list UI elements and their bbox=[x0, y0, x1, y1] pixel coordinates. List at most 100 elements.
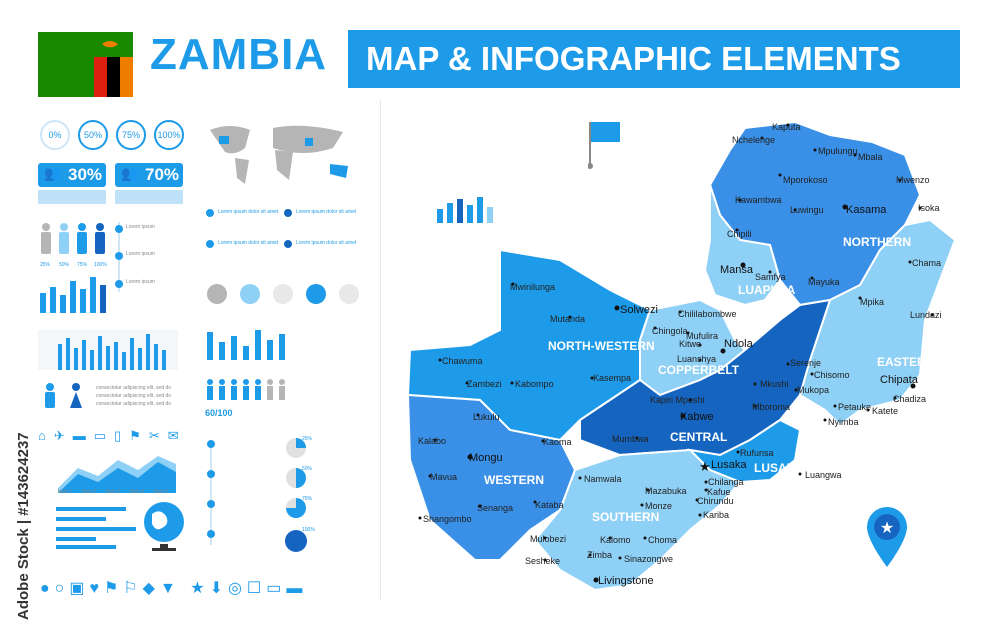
stat-bar bbox=[38, 190, 106, 204]
city-label: Mufulira bbox=[686, 331, 718, 341]
city-label: Kafue bbox=[707, 487, 731, 497]
paragraph-text: consectetur adipiscing elit, sed do bbox=[96, 385, 172, 391]
chart-item-label: Item 4 bbox=[130, 489, 144, 495]
city-label: Shangombo bbox=[423, 514, 472, 524]
people-score: 60/100 bbox=[205, 408, 233, 418]
zambia-flag bbox=[38, 32, 133, 97]
bullet-dot bbox=[284, 240, 292, 248]
people-pct: 100% bbox=[94, 262, 107, 268]
city-label: Chirundu bbox=[697, 496, 734, 506]
city-label: Livingstone bbox=[598, 575, 654, 587]
city-label: Kaoma bbox=[543, 437, 572, 447]
city-label: Luwingu bbox=[790, 205, 824, 215]
globe-row bbox=[207, 284, 359, 304]
city-label: Kalomo bbox=[600, 535, 631, 545]
area-chart bbox=[58, 456, 176, 493]
bullet-text: Lorem ipsum dolor sit amet bbox=[296, 209, 357, 215]
paragraph-text: consectetur adipiscing elit, sed do bbox=[96, 401, 172, 407]
city-label: Mpulungu bbox=[818, 146, 858, 156]
city-label: Kaputa bbox=[772, 122, 801, 132]
paragraph-text: consectetur adipiscing elit, sed do bbox=[96, 393, 172, 399]
timeline-dot bbox=[207, 530, 215, 538]
stat-chip: 👥 70% bbox=[115, 163, 183, 187]
region-eastern bbox=[798, 218, 957, 427]
people-row bbox=[207, 379, 285, 400]
percent-circle: 50% bbox=[78, 120, 108, 150]
people-figures bbox=[41, 223, 105, 254]
timeline-text: Lorem ipsum bbox=[126, 224, 155, 230]
horizontal-bars bbox=[56, 507, 136, 549]
city-label: Chilanga bbox=[708, 477, 744, 487]
city-label: Kariba bbox=[703, 510, 729, 520]
region-label: EASTERN bbox=[877, 355, 934, 369]
pin-icons: ●○▣♥⚑⚐◆▼ ★⬇◎☐▭▬ bbox=[40, 580, 308, 597]
banner-text: MAP & INFOGRAPHIC ELEMENTS bbox=[366, 40, 901, 77]
chart-item-label: Item 1 bbox=[58, 489, 72, 495]
people-pct: 25% bbox=[40, 262, 51, 268]
timeline-text: Lorem ipsum bbox=[126, 251, 155, 257]
region-label: NORTH-WESTERN bbox=[548, 339, 655, 353]
bar-chart-mid bbox=[207, 330, 285, 360]
stat-value: 30% bbox=[68, 165, 103, 184]
city-label: Mpika bbox=[860, 297, 884, 307]
city-label: Senanga bbox=[477, 503, 513, 513]
world-map-icon bbox=[210, 125, 348, 184]
people-icon: 👥 bbox=[121, 165, 139, 181]
stat-value: 70% bbox=[145, 165, 180, 184]
city-label: Mukopa bbox=[797, 385, 829, 395]
city-label: Mongu bbox=[469, 452, 503, 464]
region-southern bbox=[533, 448, 742, 592]
capital-label: Lusaka bbox=[711, 459, 747, 471]
city-label: Monze bbox=[645, 501, 672, 511]
region-label: NORTHERN bbox=[843, 235, 911, 249]
chart-item-label: Item 5 bbox=[154, 489, 168, 495]
bullet-dot bbox=[206, 209, 214, 217]
city-label: Luangwa bbox=[805, 470, 842, 480]
city-label: Kasama bbox=[846, 204, 887, 216]
city-label: Kalabo bbox=[418, 436, 446, 446]
city-label: Sinazongwe bbox=[624, 554, 673, 564]
divider bbox=[380, 100, 381, 600]
bullet-dot bbox=[206, 240, 214, 248]
percent-circle: 75% bbox=[116, 120, 146, 150]
city-label: Chingola bbox=[652, 326, 688, 336]
city-labels: Kaputa Nchelenge Mpulungu Mbala Mporokos… bbox=[418, 122, 942, 587]
region-labels: NORTHERN LUAPULA NORTH-WESTERN COPPERBEL… bbox=[484, 235, 934, 524]
city-label: Ndola bbox=[724, 338, 754, 350]
globe-icon bbox=[144, 502, 184, 551]
timeline-dot bbox=[207, 500, 215, 508]
bar-chart-wide bbox=[38, 330, 178, 370]
bullet-text: Lorem ipsum dolor sit amet bbox=[218, 209, 279, 215]
region-western bbox=[406, 393, 577, 561]
pie-series bbox=[285, 438, 307, 552]
city-label: Zimba bbox=[587, 550, 612, 560]
pie-pct: 50% bbox=[302, 466, 313, 472]
title-banner: MAP & INFOGRAPHIC ELEMENTS bbox=[348, 30, 960, 88]
city-label: Mporokoso bbox=[783, 175, 828, 185]
pie-pct: 75% bbox=[302, 496, 313, 502]
city-label: Rufunsa bbox=[740, 448, 774, 458]
people-pct: 75% bbox=[77, 262, 88, 268]
location-pin-icon: ★ bbox=[867, 507, 907, 567]
city-label: Kawambwa bbox=[735, 195, 782, 205]
timeline-dot bbox=[115, 252, 123, 260]
people-pct: 50% bbox=[59, 262, 70, 268]
chart-item-label: Item 3 bbox=[106, 489, 120, 495]
timeline-line bbox=[210, 440, 212, 545]
city-label: Mumbwa bbox=[612, 434, 649, 444]
timeline-dot bbox=[115, 280, 123, 288]
bullet-text: Lorem ipsum dolor sit amet bbox=[218, 240, 279, 246]
mini-bar-icon bbox=[437, 197, 493, 223]
timeline-text: Lorem ipsum bbox=[126, 279, 155, 285]
city-label: Isoka bbox=[918, 203, 940, 213]
city-label: Kabwe bbox=[680, 411, 714, 423]
region-label: LUAPULA bbox=[738, 283, 796, 297]
city-label: Namwala bbox=[584, 474, 622, 484]
city-label: Mkushi bbox=[760, 379, 789, 389]
region-label: LUSAKA bbox=[754, 461, 804, 475]
city-label: Kitwe bbox=[679, 339, 701, 349]
city-label: Mazabuka bbox=[645, 486, 687, 496]
city-label: Nchelenge bbox=[732, 135, 775, 145]
pie-pct: 100% bbox=[302, 527, 315, 533]
capital-star-icon: ★ bbox=[699, 459, 711, 474]
